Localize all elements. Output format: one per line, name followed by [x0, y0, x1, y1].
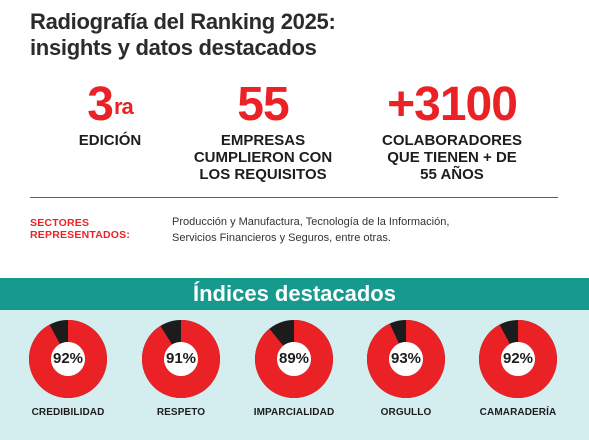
donut-hole: [389, 342, 423, 376]
sectors-label-line: SECTORES: [30, 217, 90, 229]
donut-percent: 92%: [502, 350, 534, 367]
donut-chart: 93%: [367, 320, 445, 398]
sectors-text-line: Servicios Financieros y Seguros, entre o…: [172, 232, 391, 244]
index-name: IMPARCIALIDAD: [253, 407, 335, 418]
donut-svg: [29, 320, 107, 398]
stat-label-line: EMPRESAS: [220, 132, 306, 149]
donut-hole: [51, 342, 85, 376]
donut-svg: [367, 320, 445, 398]
stat-label-line: 55 AÑOS: [420, 166, 484, 183]
donut-chart: 91%: [142, 320, 220, 398]
stat-colaboradores-value: +3100: [387, 78, 518, 131]
donut-chart: 92%: [29, 320, 107, 398]
title-line-2: insights y datos destacados: [30, 35, 317, 60]
donut-value-arc: [367, 320, 445, 398]
index-name: CAMARADERÍA: [479, 407, 557, 418]
donut-svg: [255, 320, 333, 398]
sectors-text-line: Producción y Manufactura, Tecnología de …: [172, 216, 450, 228]
stat-label-line: LOS REQUISITOS: [199, 166, 327, 183]
index-credibilidad: 92% CREDIBILIDAD: [13, 320, 123, 418]
stat-empresas: 55 EMPRESAS CUMPLIERON CON LOS REQUISITO…: [183, 78, 343, 184]
donut-percent: 93%: [390, 350, 422, 367]
sectors-label-line: REPRESENTADOS:: [30, 229, 131, 241]
donut-hole: [164, 342, 198, 376]
donut-value-arc: [29, 320, 107, 398]
index-orgullo: 93% ORGULLO: [351, 320, 461, 418]
stat-empresas-value: 55: [237, 78, 289, 131]
stat-label-line: EDICIÓN: [78, 132, 142, 149]
section-divider: [30, 197, 558, 198]
stat-edition-label: EDICIÓN: [60, 132, 160, 149]
stat-edition-number: 3: [87, 78, 114, 131]
donut-svg: [142, 320, 220, 398]
page-title: Radiografía del Ranking 2025: insights y…: [30, 9, 336, 61]
sectors-label: SECTORES REPRESENTADOS:: [30, 217, 130, 241]
stat-edition-value: 3ra: [60, 81, 160, 129]
stat-colaboradores-label: COLABORADORES QUE TIENEN + DE 55 AÑOS: [362, 132, 542, 183]
donut-percent: 89%: [278, 350, 310, 367]
stat-label-line: QUE TIENEN + DE: [387, 149, 517, 166]
indices-band: [0, 278, 589, 310]
index-respeto: 91% RESPETO: [126, 320, 236, 418]
stat-colaboradores: +3100 COLABORADORES QUE TIENEN + DE 55 A…: [362, 78, 542, 184]
donut-value-arc: [255, 320, 333, 398]
index-name: ORGULLO: [380, 407, 432, 418]
index-name: RESPETO: [156, 407, 206, 418]
donut-chart: 92%: [479, 320, 557, 398]
index-imparcialidad: 89% IMPARCIALIDAD: [239, 320, 349, 418]
donut-chart: 89%: [255, 320, 333, 398]
donut-hole: [501, 342, 535, 376]
donut-percent: 92%: [52, 350, 84, 367]
donut-percent: 91%: [165, 350, 197, 367]
donut-hole: [277, 342, 311, 376]
donut-svg: [479, 320, 557, 398]
stat-empresas-label: EMPRESAS CUMPLIERON CON LOS REQUISITOS: [183, 132, 343, 183]
stat-edition: 3ra EDICIÓN: [60, 81, 160, 150]
stat-label-line: COLABORADORES: [381, 132, 522, 149]
index-camaraderia: 92% CAMARADERÍA: [463, 320, 573, 418]
donut-value-arc: [479, 320, 557, 398]
sectors-text: Producción y Manufactura, Tecnología de …: [172, 214, 449, 246]
stat-label-line: CUMPLIERON CON: [193, 149, 333, 166]
stat-edition-suffix: ra: [113, 94, 134, 119]
indices-title: Índices destacados: [193, 281, 396, 306]
donut-value-arc: [142, 320, 220, 398]
index-name: CREDIBILIDAD: [31, 407, 105, 418]
title-line-1: Radiografía del Ranking 2025:: [30, 9, 336, 34]
